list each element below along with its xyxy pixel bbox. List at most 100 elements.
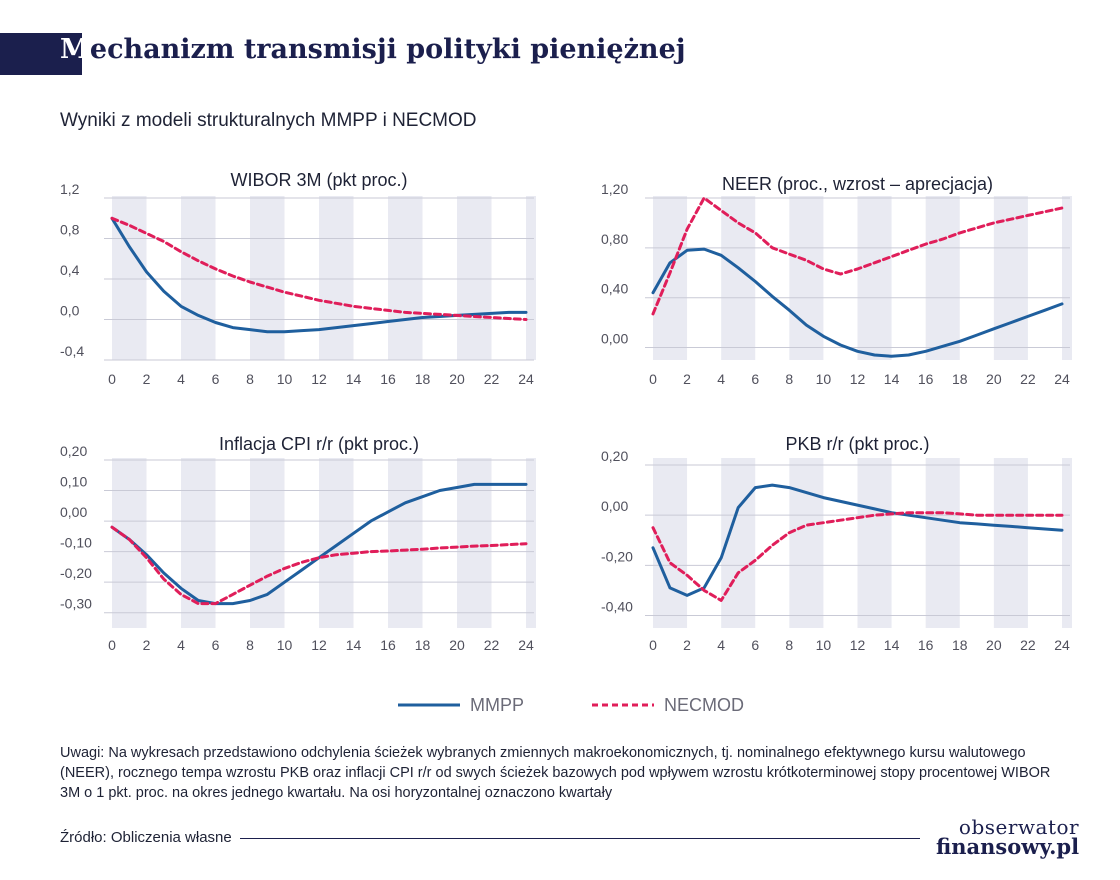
chart-wibor: WIBOR 3M (pkt proc.)1,20,80,40,0-0,40 2 4 6…: [40, 160, 550, 392]
chart-xtick-label: 10: [277, 371, 293, 387]
legend-mmpp-label: MMPP: [470, 695, 524, 716]
chart-band: [858, 196, 892, 360]
chart-band: [858, 458, 892, 628]
chart-xtick-label: 12: [850, 371, 866, 387]
chart-ytick-label: -0,40: [601, 598, 633, 614]
legend-necmod-label: NECMOD: [664, 695, 744, 716]
chart-xtick-label: 12: [311, 371, 327, 387]
chart-band: [319, 196, 354, 360]
page-title-initial: M: [60, 34, 90, 65]
chart-band: [388, 458, 423, 628]
chart-band: [388, 196, 423, 360]
chart-xtick-label: 24: [518, 637, 534, 653]
chart-band: [250, 458, 285, 628]
legend-mmpp: MMPP: [398, 690, 524, 720]
chart-title: WIBOR 3M (pkt proc.): [230, 170, 407, 190]
legend-necmod: NECMOD: [592, 690, 744, 720]
chart-xtick-label: 22: [1020, 371, 1036, 387]
chart-band: [319, 458, 354, 628]
chart-band: [926, 196, 960, 360]
chart-band: [526, 196, 536, 360]
chart-xtick-label: 10: [277, 637, 293, 653]
chart-xtick-label: 6: [212, 637, 220, 653]
chart-ytick-label: -0,20: [60, 565, 92, 581]
page-subtitle: Wyniki z modeli strukturalnych MMPP i NE…: [60, 110, 477, 132]
chart-xtick-label: 14: [346, 637, 362, 653]
chart-band: [181, 196, 216, 360]
chart-xtick-label: 14: [884, 637, 900, 653]
chart-xtick-label: 20: [986, 637, 1002, 653]
chart-xtick-label: 4: [177, 371, 185, 387]
chart-xtick-label: 2: [143, 371, 151, 387]
chart-xtick-label: 20: [986, 371, 1002, 387]
chart-xtick-label: 4: [177, 637, 185, 653]
chart-band: [653, 458, 687, 628]
chart-band: [457, 196, 492, 360]
chart-xtick-label: 6: [751, 637, 759, 653]
chart-xtick-label: 24: [518, 371, 534, 387]
chart-xtick-label: 2: [683, 637, 691, 653]
source-divider: [240, 838, 920, 839]
chart-xtick-label: 18: [415, 637, 431, 653]
chart-xtick-label: 24: [1054, 371, 1070, 387]
chart-xtick-label: 2: [143, 637, 151, 653]
chart-xtick-label: 8: [246, 371, 254, 387]
chart-xtick-label: 0: [108, 371, 116, 387]
chart-inflation: Inflacja CPI r/r (pkt proc.)0,200,100,00…: [40, 420, 550, 660]
chart-ytick-label: 0,10: [60, 474, 87, 490]
chart-xtick-label: 12: [311, 637, 327, 653]
chart-title: PKB r/r (pkt proc.): [785, 434, 929, 454]
chart-xtick-label: 4: [717, 371, 725, 387]
chart-ytick-label: 0,00: [601, 498, 628, 514]
chart-band: [653, 196, 687, 360]
chart-xtick-label: 24: [1054, 637, 1070, 653]
chart-ytick-label: 0,20: [601, 448, 628, 464]
chart-band: [250, 196, 285, 360]
chart-xtick-label: 18: [415, 371, 431, 387]
chart-xtick-label: 6: [751, 371, 759, 387]
chart-xtick-label: 4: [717, 637, 725, 653]
chart-xtick-label: 6: [212, 371, 220, 387]
chart-ytick-label: 0,40: [601, 281, 628, 297]
chart-band: [789, 196, 823, 360]
chart-band: [526, 458, 536, 628]
chart-xtick-label: 2: [683, 371, 691, 387]
chart-ytick-label: 0,00: [60, 504, 87, 520]
chart-xtick-label: 22: [484, 371, 500, 387]
chart-ytick-label: -0,10: [60, 535, 92, 551]
chart-xtick-label: 18: [952, 371, 968, 387]
chart-xtick-label: 22: [1020, 637, 1036, 653]
chart-xtick-label: 22: [484, 637, 500, 653]
chart-gdp: PKB r/r (pkt proc.)0,200,00-0,20-0,400 2 4…: [575, 420, 1080, 660]
chart-ytick-label: -0,20: [601, 548, 633, 564]
chart-ytick-label: 1,20: [601, 181, 628, 197]
chart-band: [112, 458, 147, 628]
chart-band: [926, 458, 960, 628]
chart-band: [1062, 196, 1072, 360]
chart-neer: NEER (proc., wzrost – aprecjacja) 1,20 0,8…: [575, 160, 1080, 392]
chart-band: [789, 458, 823, 628]
chart-band: [1062, 458, 1072, 628]
chart-xtick-label: 20: [449, 637, 465, 653]
source-text: Źródło: Obliczenia własne: [60, 829, 232, 846]
chart-ytick-label: 0,00: [601, 331, 628, 347]
chart-ytick-label: 0,0: [60, 303, 80, 319]
chart-xtick-label: 20: [449, 371, 465, 387]
chart-xtick-label: 16: [380, 637, 396, 653]
chart-ytick-label: 0,4: [60, 262, 80, 278]
chart-xtick-label: 8: [246, 637, 254, 653]
chart-xtick-label: 12: [850, 637, 866, 653]
chart-xtick-label: 10: [816, 371, 832, 387]
chart-title: NEER (proc., wzrost – aprecjacja): [722, 174, 993, 194]
chart-xtick-label: 14: [346, 371, 362, 387]
brand-logo: obserwator finansowy.pl: [936, 817, 1079, 857]
chart-xtick-label: 0: [108, 637, 116, 653]
chart-xtick-label: 0: [649, 371, 657, 387]
legend-mmpp-swatch: [398, 700, 460, 710]
chart-xtick-label: 16: [918, 637, 934, 653]
chart-ytick-label: 0,8: [60, 222, 80, 238]
chart-ytick-label: 0,20: [60, 443, 87, 459]
footnote: Uwagi: Na wykresach przedstawiono odchyl…: [60, 743, 1070, 803]
chart-ytick-label: 1,2: [60, 181, 80, 197]
chart-band: [994, 458, 1028, 628]
